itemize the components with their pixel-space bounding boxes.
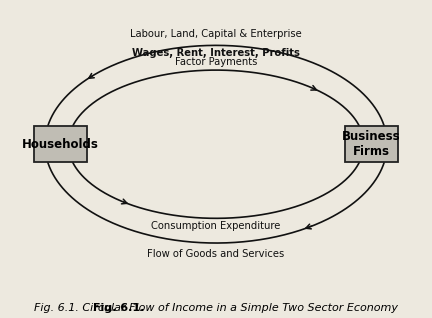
FancyBboxPatch shape — [345, 126, 398, 162]
Text: Consumption Expenditure: Consumption Expenditure — [151, 221, 281, 231]
Text: Households: Households — [22, 138, 99, 151]
Text: Wages, Rent, Interest, Profits: Wages, Rent, Interest, Profits — [132, 48, 300, 58]
Text: Factor Payments: Factor Payments — [175, 57, 257, 67]
Text: Business
Firms: Business Firms — [342, 130, 401, 158]
Text: Labour, Land, Capital & Enterprise: Labour, Land, Capital & Enterprise — [130, 29, 302, 38]
FancyBboxPatch shape — [34, 126, 87, 162]
Text: Flow of Goods and Services: Flow of Goods and Services — [147, 249, 285, 259]
Text: Fig. 6.1. Circular Flow of Income in a Simple Two Sector Economy: Fig. 6.1. Circular Flow of Income in a S… — [34, 303, 398, 314]
Text: Fig. 6.1.: Fig. 6.1. — [93, 303, 145, 314]
